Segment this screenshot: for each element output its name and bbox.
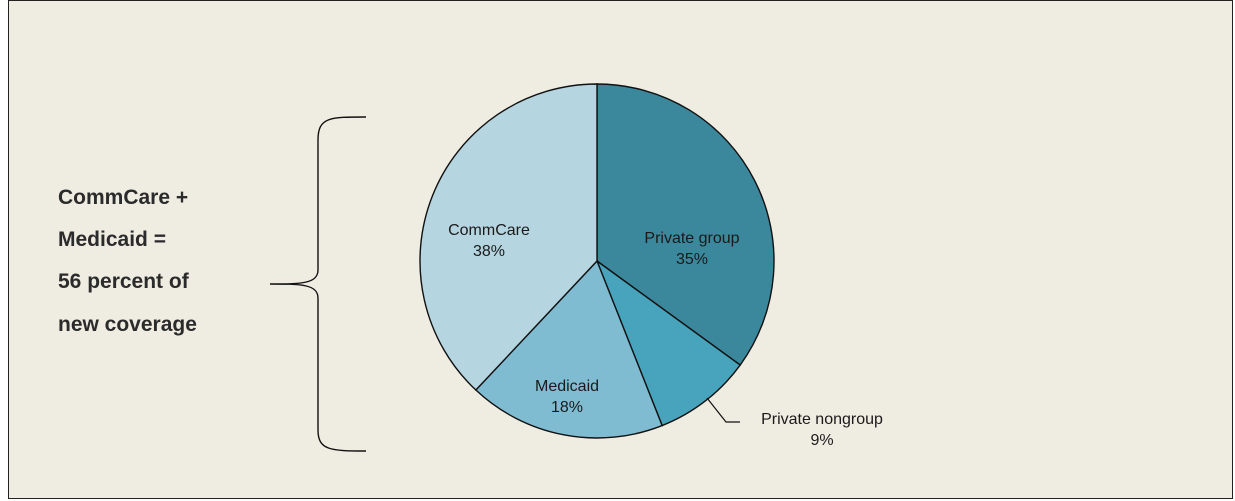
annotation-line-4: new coverage: [58, 313, 197, 336]
slice-label-medicaid: Medicaid 18%: [535, 378, 599, 416]
pie-slice-private-group: [596, 83, 775, 367]
slice-label-private-group: Private group 35%: [644, 230, 739, 268]
annotation-line-3: 56 percent of: [58, 270, 189, 293]
pie-slice-commcare: [419, 83, 598, 392]
slice-label-commcare: CommCare 38%: [448, 222, 530, 260]
annotation-line-2: Medicaid =: [58, 228, 166, 251]
pie-slice-medicaid: [474, 259, 664, 439]
pie-slice-private-nongroup: [595, 259, 742, 427]
annotation-brace: [269, 116, 367, 452]
private-nongroup-leader-line: [706, 397, 740, 423]
annotation-line-1: CommCare +: [58, 186, 189, 209]
slice-label-private-nongroup: Private nongroup 9%: [761, 411, 883, 449]
